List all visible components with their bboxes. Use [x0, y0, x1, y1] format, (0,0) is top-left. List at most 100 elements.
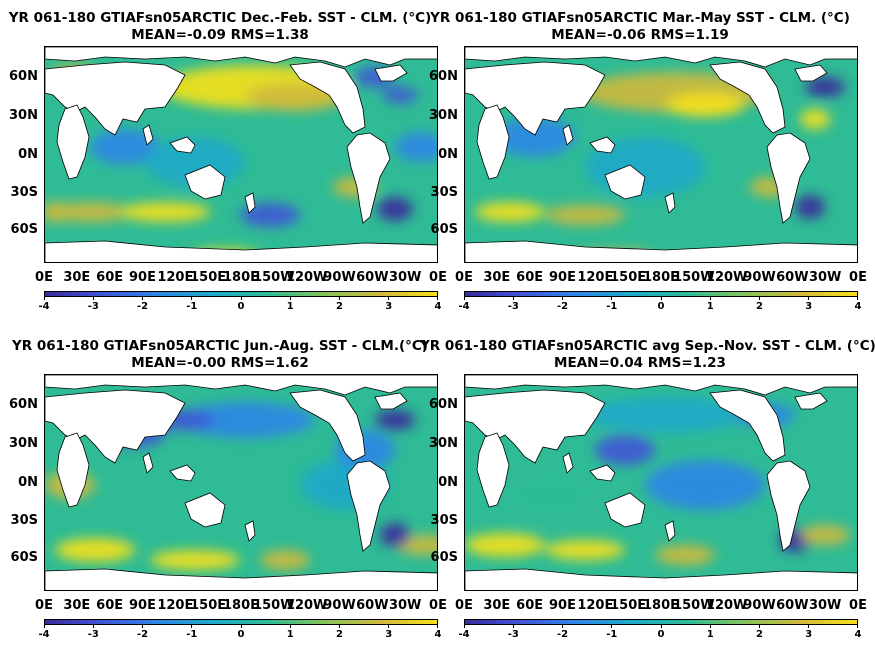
x-tick-label: 60W [776, 598, 809, 613]
anomaly-region [805, 77, 845, 97]
x-tick-label: 0E [35, 270, 53, 285]
anomaly-region [175, 402, 315, 438]
x-tick-label: 150W [673, 270, 715, 285]
y-tick-label: 60N [9, 397, 38, 412]
continent-landmass [604, 492, 646, 528]
x-tick-label: 120E [157, 598, 194, 613]
continent-landmass [794, 392, 828, 410]
continent-landmass [244, 520, 256, 542]
anomaly-region [545, 540, 625, 560]
colorbar-tick-label: 3 [805, 629, 813, 640]
continent-landmass [244, 192, 256, 214]
x-tick-label: 120W [705, 598, 748, 613]
colorbar-tick [857, 297, 858, 300]
y-tick-label: 30N [9, 436, 38, 451]
panel-title: YR 061-180 GTIAFsn05ARCTIC Mar.-May SST … [430, 10, 850, 26]
colorbar-tick [807, 297, 809, 300]
colorbar-tick-label: 4 [854, 301, 862, 312]
anomaly-region [495, 117, 575, 157]
colorbar-tick-label: 4 [434, 629, 442, 640]
x-tick-label: 90W [323, 598, 356, 613]
colorbar-tick [611, 297, 613, 300]
x-tick-label: 0E [429, 270, 447, 285]
x-tick-label: 30W [808, 598, 842, 613]
x-tick-label: 150W [673, 598, 715, 613]
x-tick-label: 60E [516, 270, 544, 285]
colorbar-tick [240, 625, 242, 628]
map-panel-mam: YR 061-180 GTIAFsn05ARCTIC Mar.-May SST … [420, 0, 867, 328]
x-axis-labels: 0E 30E 60E 90E 120E 150E 180E 150W 120W 90W 60W 30W… [455, 270, 867, 286]
x-tick-label: 60W [356, 270, 389, 285]
y-tick-label: 60S [10, 550, 38, 565]
sst-anomaly-map [464, 46, 858, 263]
continent-landmass [589, 464, 616, 482]
colorbar-tick-label: -3 [507, 629, 519, 640]
anomaly-region [585, 397, 745, 433]
anomaly-region [45, 202, 70, 222]
colorbar-tick [289, 625, 291, 628]
anomaly-region [465, 533, 545, 557]
y-tick-label: 60N [429, 69, 458, 84]
anomaly-region [55, 538, 135, 562]
anomaly-region [240, 203, 300, 227]
x-tick-label: 180E [222, 598, 260, 613]
colorbar-tick-label: -2 [136, 629, 149, 640]
colorbar-tick [857, 625, 858, 628]
colorbar-tick [437, 625, 438, 628]
x-tick-label: 120E [577, 598, 614, 613]
continent-landmass [169, 464, 196, 482]
continent-landmass [794, 64, 828, 82]
colorbar-tick-label: -1 [606, 301, 618, 312]
continent-landmass [664, 520, 676, 542]
x-tick-label: 90E [549, 270, 576, 285]
colorbar-tick-label: -3 [87, 301, 99, 312]
x-axis-labels: 0E 30E 60E 90E 120E 150E 180E 150W 120W 90W 60W 30W… [35, 270, 447, 286]
colorbar [464, 291, 858, 297]
panel-stats: MEAN=-0.06 RMS=1.19 [551, 27, 729, 43]
x-tick-label: 0E [455, 598, 473, 613]
x-tick-label: 30E [63, 270, 91, 285]
anomaly-region [260, 550, 310, 570]
colorbar-tick [660, 625, 662, 628]
continent-landmass [562, 124, 574, 146]
continent-landmass [709, 389, 786, 462]
colorbar-tick-label: 0 [657, 629, 665, 640]
x-tick-label: 90W [743, 270, 776, 285]
x-tick-label: 90E [129, 598, 156, 613]
y-tick-label: 30S [430, 513, 458, 528]
continent-landmass [45, 375, 437, 396]
continent-landmass [142, 452, 154, 474]
continent-landmass [476, 432, 510, 508]
map-panel-son: YR 061-180 GTIAFsn05ARCTIC avg Sep.-Nov.… [420, 328, 875, 656]
continent-landmass [184, 492, 226, 528]
anomaly-region [90, 129, 160, 165]
x-tick-label: 150W [253, 598, 295, 613]
colorbar-tick-label: 3 [805, 301, 813, 312]
colorbar-tick-label: 1 [706, 629, 714, 640]
y-tick-label: 60N [9, 69, 38, 84]
colorbar-tick [387, 625, 389, 628]
anomaly-region [382, 87, 418, 103]
x-tick-label: 150E [610, 598, 647, 613]
colorbar-tick-label: 0 [237, 301, 245, 312]
anomaly-region [120, 202, 210, 222]
x-tick-label: 0E [455, 270, 473, 285]
continent-landmass [45, 47, 437, 68]
antarctica-landmass [45, 240, 437, 262]
continent-landmass [289, 61, 366, 134]
x-tick-label: 180E [642, 598, 680, 613]
continent-landmass [142, 124, 154, 146]
panel-title: YR 061-180 GTIAFsn05ARCTIC Dec.-Feb. SST… [8, 10, 432, 26]
colorbar-tick [807, 625, 809, 628]
y-tick-label: 30S [430, 185, 458, 200]
antarctica-landmass [45, 568, 437, 590]
continent-landmass [465, 47, 857, 68]
colorbar-tick [142, 297, 144, 300]
continent-landmass [465, 61, 606, 136]
map-canvas [45, 375, 437, 590]
panel-title: YR 061-180 GTIAFsn05ARCTIC avg Sep.-Nov.… [420, 338, 875, 354]
colorbar-tick [758, 625, 760, 628]
map-canvas [465, 375, 857, 590]
continent-landmass [562, 452, 574, 474]
continent-landmass [476, 104, 510, 180]
